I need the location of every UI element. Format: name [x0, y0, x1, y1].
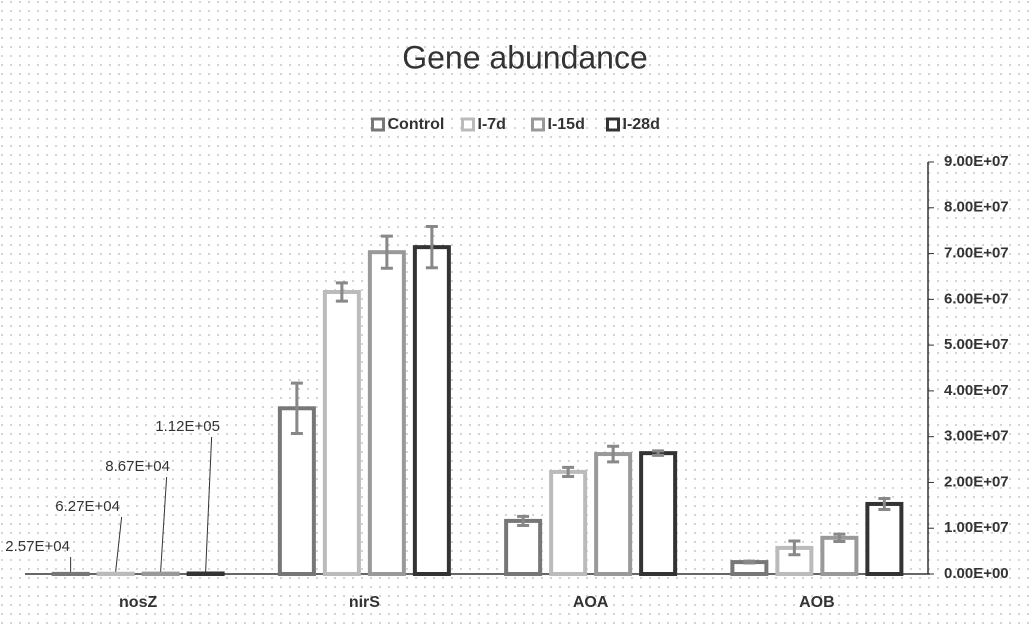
bar [367, 250, 406, 576]
data-label: 2.57E+04 [5, 538, 70, 555]
bar [412, 245, 451, 576]
y-tick-label: 3.00E+07 [944, 428, 1009, 445]
error-bar [607, 444, 620, 464]
chart-title: Gene abundance [402, 39, 648, 75]
error-bar [562, 465, 575, 478]
y-tick-label: 9.00E+07 [944, 153, 1009, 170]
y-tick-label: 6.00E+07 [944, 290, 1009, 307]
y-tick-label: 8.00E+07 [944, 199, 1009, 216]
x-tick-label: AOB [799, 594, 835, 611]
error-bar [335, 281, 348, 303]
legend-marker [606, 117, 620, 132]
legend-label: I-15d [548, 116, 585, 133]
error-bar [425, 225, 438, 270]
bar [820, 535, 859, 577]
error-bar [380, 234, 393, 270]
error-bar [743, 559, 756, 565]
y-tick-label: 4.00E+07 [944, 382, 1009, 399]
legend-marker [531, 117, 545, 132]
bar [639, 451, 678, 576]
error-bar [652, 449, 665, 457]
error-bar [878, 496, 891, 511]
leader-line [115, 516, 123, 572]
x-tick-label: AOA [573, 594, 609, 611]
legend-label: I-7d [478, 116, 506, 133]
y-tick-label: 1.00E+07 [944, 519, 1009, 536]
error-bar [290, 381, 303, 435]
y-tick-label: 2.00E+07 [944, 473, 1009, 490]
data-label: 6.27E+04 [55, 498, 120, 515]
y-tick-label: 0.00E+00 [944, 565, 1009, 582]
error-bar [517, 514, 530, 527]
legend-label: I-28d [623, 116, 660, 133]
x-tick-label: nosZ [119, 594, 157, 611]
bar [865, 501, 904, 576]
bar [775, 545, 814, 577]
x-tick-label: nirS [349, 594, 380, 611]
bar [549, 469, 588, 576]
leader-line [160, 476, 168, 572]
error-bar [788, 539, 801, 557]
error-bar [833, 532, 846, 543]
y-tick-label: 7.00E+07 [944, 245, 1009, 262]
bar [504, 518, 543, 576]
y-tick-label: 5.00E+07 [944, 336, 1009, 353]
legend-marker [371, 117, 385, 132]
bar [322, 290, 361, 576]
leader-line [205, 436, 213, 572]
legend-label: Control [388, 116, 445, 133]
bar [186, 571, 225, 577]
data-label: 1.12E+05 [155, 418, 220, 435]
data-label: 8.67E+04 [105, 458, 170, 475]
bar [594, 452, 633, 576]
legend-marker [461, 117, 475, 132]
